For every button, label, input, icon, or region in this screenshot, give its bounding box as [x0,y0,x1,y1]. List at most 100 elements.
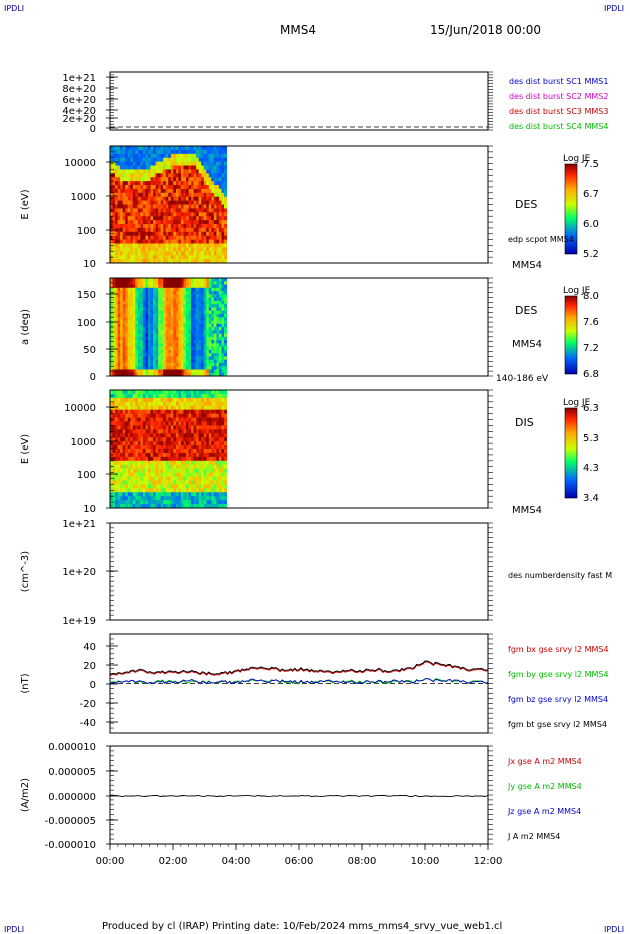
spectrogram-cell [145,208,149,213]
spectrogram-cell [160,340,164,344]
spectrogram-cell [206,445,210,450]
spectrogram-cell [175,496,179,501]
spectrogram-cell [165,169,169,174]
spectrogram-cell [206,251,210,256]
spectrogram-cell [178,460,182,466]
spectrogram-cell [125,496,129,501]
spectrogram-cell [153,216,157,221]
spectrogram-cell [112,330,116,335]
x-tick-label: 00:00 [96,856,125,867]
spectrogram-cell [150,496,154,501]
spectrogram-cell [213,192,217,198]
spectrogram-cell [148,336,152,341]
spectrogram-cell [158,165,162,170]
spectrogram-cell [188,500,192,505]
spectrogram-cell [140,397,144,403]
spectrogram-cell [127,488,131,493]
spectrogram-cell [130,255,134,260]
spectrogram-cell [117,255,121,260]
spectrogram-cell [178,208,182,213]
spectrogram-cell [148,429,152,434]
spectrogram-cell [211,220,215,225]
spectrogram-cell [135,220,139,225]
colorbar-tick: 7.6 [583,317,599,328]
spectrogram-cell [183,224,187,229]
spectrogram-cell [145,500,149,505]
spectrogram-cell [158,405,162,411]
spectrogram-cell [193,284,197,289]
spectrogram-cell [115,165,119,170]
spectrogram-cell [173,284,177,289]
spectrogram-cell [155,488,159,493]
spectrogram-cell [203,310,207,315]
spectrogram-cell [150,161,154,166]
spectrogram-cell [188,227,192,233]
spectrogram-cell [203,496,207,501]
spectrogram-cell [198,239,202,244]
spectrogram-cell [188,153,192,159]
spectrogram-cell [186,429,190,434]
spectrogram-cell [160,291,164,295]
spectrogram-cell [216,231,220,237]
spectrogram-cell [127,323,131,328]
spectrogram-cell [155,441,159,446]
spectrogram-cell [196,239,200,244]
spectrogram-cell [198,476,202,481]
spectrogram-cell [211,192,215,198]
spectrogram-cell [196,390,200,395]
spectrogram-cell [137,239,141,244]
series-line-bx [109,661,489,677]
spectrogram-cell [203,300,207,305]
spectrogram-cell [224,239,228,244]
spectrogram-cell [170,310,174,315]
spectrogram-cell [218,369,222,374]
spectrogram-cell [178,359,182,364]
spectrogram-cell [178,456,182,462]
spectrogram-cell [178,313,182,318]
spectrogram-cell [120,212,124,217]
spectrogram-cell [201,313,205,318]
spectrogram-cell [168,153,172,159]
spectrogram-cell [193,300,197,305]
spectrogram-cell [165,362,169,367]
spectrogram-cell [178,449,182,454]
spectrogram-cell [132,346,136,351]
spectrogram-cell [110,397,114,403]
spectrogram-cell [216,297,220,302]
spectrogram-cell [180,333,184,338]
spectrogram-cell [198,484,202,489]
spectrogram-cell [135,333,139,338]
spectrogram-cell [150,149,154,155]
spectrogram-cell [196,208,200,213]
spectrogram-cell [175,294,179,299]
spectrogram-cell [206,417,210,422]
spectrogram-cell [224,356,228,361]
spectrogram-cell [142,393,146,399]
spectrogram-cell [145,231,149,237]
spectrogram-cell [178,291,182,295]
spectrogram-cell [148,333,152,338]
spectrogram-cell [117,433,121,438]
spectrogram-cell [170,165,174,170]
spectrogram-cell [218,353,222,357]
spectrogram-cell [150,397,154,403]
spectrogram-cell [127,161,131,166]
spectrogram-cell [120,340,124,344]
spectrogram-cell [173,200,177,205]
spectrogram-cell [180,468,184,474]
spectrogram-cell [203,243,207,248]
spectrogram-cell [168,200,172,205]
spectrogram-cell [160,204,164,209]
spectrogram-cell [218,500,222,505]
spectrogram-cell [163,362,167,367]
spectrogram-cell [218,161,222,166]
spectrogram-cell [145,320,149,325]
spectrogram-cell [130,488,134,493]
spectrogram-cell [125,161,129,166]
spectrogram-cell [193,323,197,328]
spectrogram-cell [120,188,124,194]
spectrogram-cell [122,200,126,205]
spectrogram-cell [142,496,146,501]
spectrogram-cell [188,196,192,202]
spectrogram-cell [120,369,124,374]
